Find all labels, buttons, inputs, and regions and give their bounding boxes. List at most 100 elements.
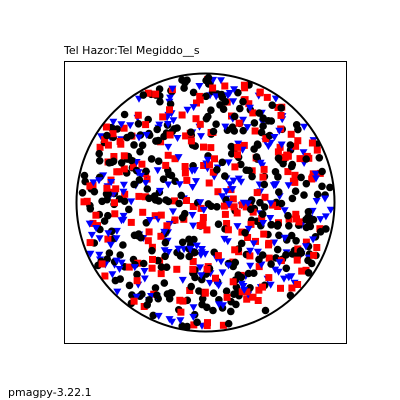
point-circle bbox=[125, 206, 133, 214]
point-square bbox=[158, 212, 165, 219]
point-square bbox=[131, 298, 138, 305]
point-circle bbox=[274, 222, 282, 230]
point-circle bbox=[223, 287, 231, 295]
point-square bbox=[158, 270, 165, 277]
point-square bbox=[87, 239, 94, 246]
point-circle bbox=[91, 188, 99, 196]
point-circle bbox=[303, 180, 311, 188]
point-square bbox=[207, 144, 214, 151]
point-square bbox=[309, 140, 316, 147]
point-circle bbox=[152, 196, 160, 204]
point-square bbox=[121, 152, 128, 159]
point-square bbox=[206, 180, 213, 187]
point-circle bbox=[210, 128, 218, 136]
point-square bbox=[275, 148, 282, 155]
point-circle bbox=[242, 166, 250, 174]
point-square bbox=[111, 199, 118, 206]
point-circle bbox=[213, 166, 221, 174]
point-square bbox=[234, 144, 241, 151]
point-square bbox=[265, 274, 272, 281]
point-square bbox=[138, 161, 145, 168]
point-circle bbox=[207, 106, 215, 114]
point-square bbox=[182, 163, 189, 170]
point-square bbox=[134, 277, 141, 284]
point-square bbox=[167, 132, 174, 139]
point-square bbox=[159, 113, 166, 120]
point-square bbox=[99, 260, 106, 267]
point-circle bbox=[187, 283, 195, 291]
point-circle bbox=[316, 154, 324, 162]
point-circle bbox=[116, 275, 124, 283]
point-circle bbox=[126, 282, 134, 290]
point-square bbox=[224, 294, 231, 301]
point-circle bbox=[210, 289, 218, 297]
point-circle bbox=[155, 157, 163, 165]
point-square bbox=[135, 112, 142, 119]
point-square bbox=[294, 257, 301, 264]
point-square bbox=[197, 121, 204, 128]
point-circle bbox=[161, 252, 169, 260]
point-circle bbox=[152, 137, 160, 145]
point-square bbox=[277, 285, 284, 292]
point-circle bbox=[79, 189, 87, 197]
point-circle bbox=[275, 188, 283, 196]
point-circle bbox=[232, 259, 240, 267]
point-square bbox=[204, 266, 211, 273]
point-circle bbox=[289, 195, 297, 203]
point-circle bbox=[133, 271, 141, 279]
point-square bbox=[92, 212, 99, 219]
point-square bbox=[241, 82, 248, 89]
point-square bbox=[165, 152, 172, 159]
point-square bbox=[278, 112, 285, 119]
point-circle bbox=[297, 174, 305, 182]
point-circle bbox=[267, 221, 275, 229]
point-circle bbox=[136, 148, 144, 156]
point-circle bbox=[278, 200, 286, 208]
point-square bbox=[202, 290, 209, 297]
point-square bbox=[182, 170, 189, 177]
point-square bbox=[188, 137, 195, 144]
point-circle bbox=[247, 206, 255, 214]
point-circle bbox=[215, 220, 223, 228]
point-square bbox=[288, 131, 295, 138]
point-circle bbox=[227, 308, 235, 316]
point-circle bbox=[209, 307, 217, 315]
point-circle bbox=[213, 203, 221, 211]
point-circle bbox=[262, 307, 270, 315]
point-square bbox=[142, 121, 149, 128]
point-circle bbox=[95, 150, 103, 158]
point-circle bbox=[248, 173, 256, 181]
point-square bbox=[234, 210, 241, 217]
point-circle bbox=[96, 157, 104, 165]
point-circle bbox=[287, 141, 295, 149]
point-circle bbox=[175, 200, 183, 208]
point-circle bbox=[304, 214, 312, 222]
point-square bbox=[197, 96, 204, 103]
point-circle bbox=[230, 290, 238, 298]
point-square bbox=[180, 298, 187, 305]
point-square bbox=[236, 120, 243, 127]
point-circle bbox=[292, 237, 300, 245]
point-square bbox=[260, 174, 267, 181]
point-square bbox=[259, 284, 266, 291]
point-square bbox=[146, 228, 153, 235]
point-square bbox=[230, 278, 237, 285]
point-square bbox=[112, 185, 119, 192]
point-circle bbox=[167, 289, 175, 297]
point-square bbox=[139, 209, 146, 216]
point-square bbox=[113, 168, 120, 175]
point-square bbox=[261, 166, 268, 173]
point-square bbox=[212, 275, 219, 282]
point-square bbox=[313, 244, 320, 251]
point-circle bbox=[187, 128, 195, 136]
point-circle bbox=[148, 247, 156, 255]
point-circle bbox=[81, 172, 89, 180]
point-square bbox=[234, 151, 241, 158]
point-circle bbox=[145, 296, 153, 304]
point-circle bbox=[293, 121, 301, 129]
point-circle bbox=[161, 279, 169, 287]
point-circle bbox=[127, 132, 135, 140]
point-circle bbox=[251, 119, 259, 127]
point-circle bbox=[250, 145, 258, 153]
point-square bbox=[183, 177, 190, 184]
